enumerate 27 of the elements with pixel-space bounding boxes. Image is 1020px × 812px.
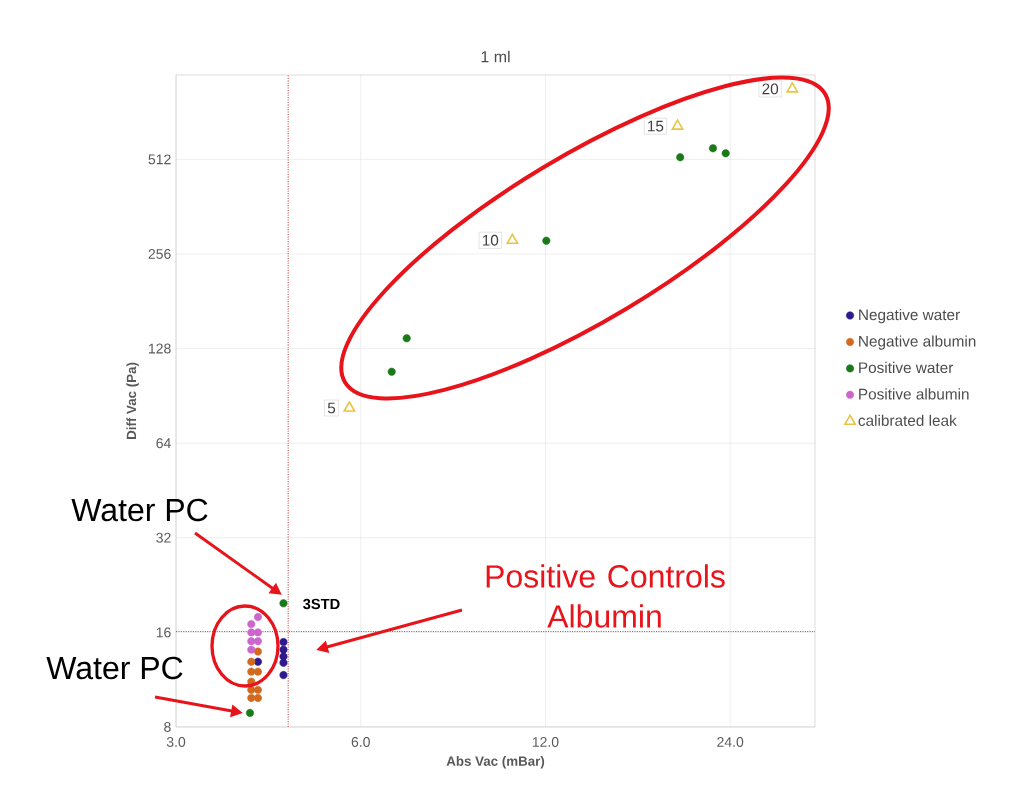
y-tick-label: 32 xyxy=(156,532,171,543)
legend-label: Positive albumin xyxy=(859,388,969,400)
annotation: Water PC xyxy=(46,656,183,680)
legend-label: Negative albumin xyxy=(859,335,976,350)
legend-label: Negative water xyxy=(859,308,960,324)
legend-label: Positive water xyxy=(859,361,954,374)
annotation: 20 xyxy=(762,83,779,95)
x-tick-label: 6.0 xyxy=(351,737,370,747)
annotation: 10 xyxy=(482,234,499,246)
annotation: Water PC xyxy=(71,498,208,522)
y-tick-label: 512 xyxy=(148,154,171,165)
y-tick-label: 256 xyxy=(148,249,171,259)
annotation: 5 xyxy=(327,402,336,414)
x-axis-title: Abs Vac (mBar) xyxy=(446,756,545,769)
x-tick-label: 12.0 xyxy=(532,737,559,747)
x-tick-label: 24.0 xyxy=(717,737,744,747)
y-tick-label: 64 xyxy=(156,438,171,449)
y-tick-label: 8 xyxy=(164,722,171,732)
y-tick-label: 128 xyxy=(149,343,171,354)
legend-label: calibrated leak xyxy=(858,414,957,426)
chart-title: 1 ml xyxy=(481,50,510,63)
ref-line-label: 3STD xyxy=(303,598,340,610)
y-tick-label: 16 xyxy=(156,627,171,638)
x-tick-label: 3.0 xyxy=(166,737,186,747)
annotation: 15 xyxy=(648,120,664,132)
y-axis-title: Diff Vac (Pa) xyxy=(126,362,139,439)
annotation: Positive Controls Albumin xyxy=(486,564,725,628)
